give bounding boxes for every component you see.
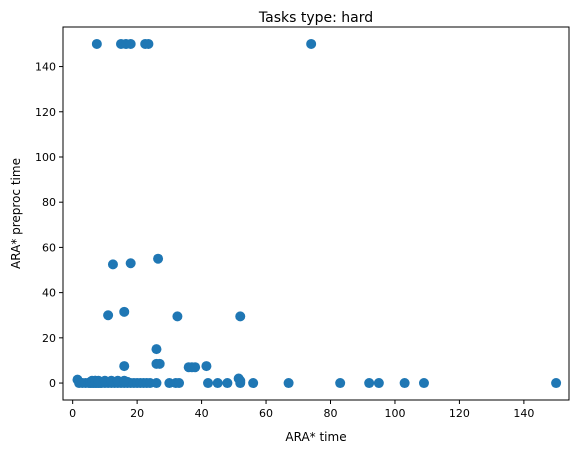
- data-point: [119, 361, 130, 372]
- data-point: [125, 38, 136, 49]
- data-point: [91, 38, 102, 49]
- data-point: [373, 378, 384, 389]
- data-point: [306, 38, 317, 49]
- y-tick-label: 100: [35, 151, 56, 164]
- data-point: [222, 378, 233, 389]
- data-point: [418, 378, 429, 389]
- x-tick-label: 80: [324, 407, 338, 420]
- data-points: [72, 38, 562, 389]
- y-tick-label: 80: [42, 196, 56, 209]
- plot-area-frame: [62, 26, 570, 401]
- x-tick-label: 40: [195, 407, 209, 420]
- data-point: [151, 344, 162, 355]
- data-point: [212, 378, 223, 389]
- data-point: [125, 258, 136, 269]
- data-point: [103, 310, 114, 321]
- data-point: [248, 378, 259, 389]
- x-tick-label: 0: [69, 407, 76, 420]
- data-point: [107, 259, 118, 270]
- data-point: [551, 378, 562, 389]
- data-point: [119, 375, 130, 386]
- data-point: [203, 378, 214, 389]
- data-point: [201, 361, 212, 372]
- data-point: [399, 378, 410, 389]
- chart-title: Tasks type: hard: [258, 10, 373, 26]
- data-point: [174, 378, 185, 389]
- x-tick-label: 140: [513, 407, 534, 420]
- data-point: [283, 378, 294, 389]
- data-point: [364, 378, 375, 389]
- x-tick-label: 120: [449, 407, 470, 420]
- y-axis-ticks: 0 20 40 60 80 100 120 140: [35, 61, 63, 390]
- x-axis-label: ARA* time: [285, 430, 346, 444]
- data-point: [335, 378, 346, 389]
- y-tick-label: 20: [42, 332, 56, 345]
- x-axis-ticks: 0 20 40 60 80 100 120 140: [69, 400, 534, 420]
- y-tick-label: 40: [42, 287, 56, 300]
- x-tick-label: 20: [130, 407, 144, 420]
- data-point: [151, 378, 162, 389]
- x-tick-label: 60: [259, 407, 273, 420]
- y-tick-label: 0: [49, 377, 56, 390]
- y-axis-label: ARA* preproc time: [9, 158, 23, 269]
- data-point: [119, 306, 130, 317]
- data-point: [154, 358, 165, 369]
- y-tick-label: 140: [35, 61, 56, 74]
- y-tick-label: 120: [35, 106, 56, 119]
- x-tick-label: 100: [384, 407, 405, 420]
- data-point: [143, 38, 154, 49]
- y-tick-label: 60: [42, 241, 56, 254]
- data-point: [153, 253, 164, 264]
- data-point: [235, 311, 246, 322]
- data-point: [172, 311, 183, 322]
- data-point: [190, 362, 201, 373]
- data-point: [235, 375, 246, 386]
